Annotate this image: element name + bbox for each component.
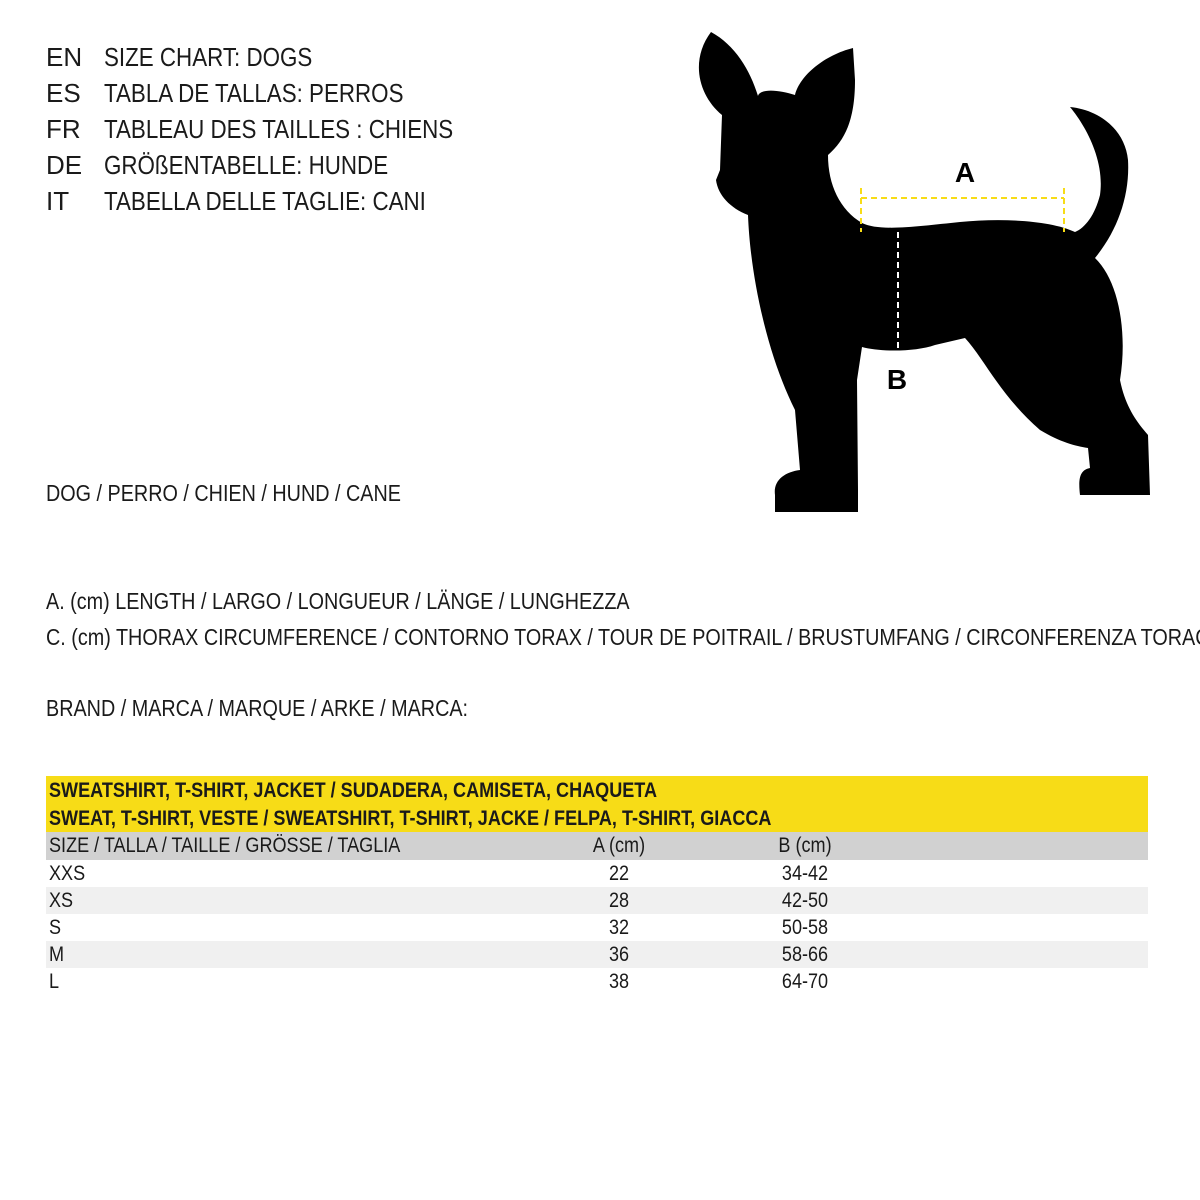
table-row: M 36 58-66 <box>46 941 1148 968</box>
table-row: L 38 64-70 <box>49 970 829 993</box>
label-a: A <box>955 157 975 188</box>
table-row: XS 28 42-50 <box>46 887 1148 914</box>
table-row: XXS 22 34-42 <box>49 862 829 885</box>
table-title: SWEATSHIRT, T-SHIRT, JACKET / SUDADERA, … <box>46 776 1148 832</box>
brand-label: BRAND / MARCA / MARQUE / ARKE / MARCA: <box>46 695 469 721</box>
size-table: SWEATSHIRT, T-SHIRT, JACKET / SUDADERA, … <box>46 776 1148 995</box>
dog-silhouette-diagram: A B <box>698 32 1150 512</box>
table-row: S 32 50-58 <box>49 916 829 939</box>
dog-silhouette <box>698 32 1150 512</box>
length-measure-a <box>860 188 1065 232</box>
legend-a: A. (cm) LENGTH / LARGO / LONGUEUR / LÄNG… <box>46 588 630 614</box>
animal-label: DOG / PERRO / CHIEN / HUND / CANE <box>46 480 401 506</box>
table-header: SIZE / TALLA / TAILLE / GRÖSSE / TAGLIA … <box>46 832 1148 860</box>
label-b: B <box>887 364 907 395</box>
legend-c: C. (cm) THORAX CIRCUMFERENCE / CONTORNO … <box>46 624 1200 650</box>
